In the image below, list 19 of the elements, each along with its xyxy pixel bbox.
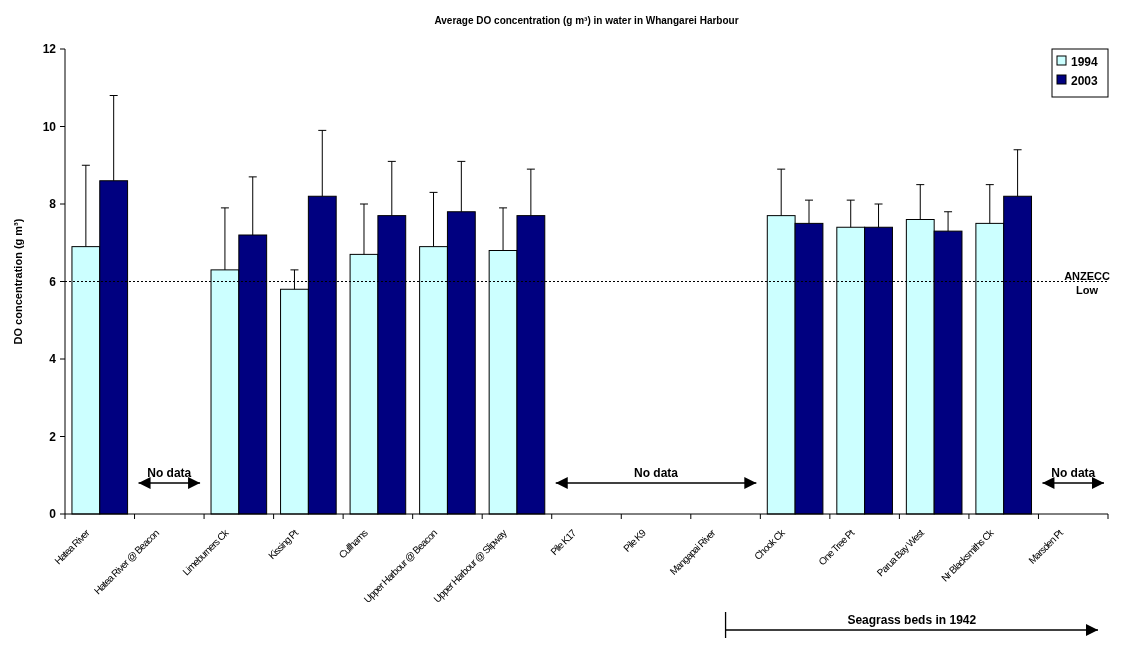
- y-tick-label: 6: [49, 274, 57, 289]
- ref-line-label: ANZECC Low: [1064, 269, 1111, 296]
- x-tick-label: Pile K17: [548, 526, 579, 558]
- y-tick-label: 10: [42, 119, 57, 134]
- annotation: No data: [147, 466, 192, 480]
- annotation: No data: [1051, 466, 1096, 480]
- y-tick-label: 4: [49, 352, 57, 366]
- y-tick-label: 8: [49, 197, 57, 211]
- y-axis-title: DO concentration (g m³): [12, 218, 24, 345]
- x-tick-label: Pile K9: [621, 526, 649, 554]
- y-tick-label: 12: [42, 42, 57, 56]
- annotation: No data: [634, 466, 679, 480]
- text: Seagrass beds in 1942: [847, 613, 977, 627]
- x-tick-label: One Tree Pt: [816, 526, 857, 568]
- legend-label: 2003: [1071, 74, 1099, 88]
- chart-title: Average DO concentration (g m³) in water in Whangarei Harbour: [434, 15, 739, 26]
- y-tick-label: 2: [49, 429, 57, 444]
- legend-label: 1994: [1071, 55, 1099, 69]
- y-tick-label: 0: [49, 507, 57, 521]
